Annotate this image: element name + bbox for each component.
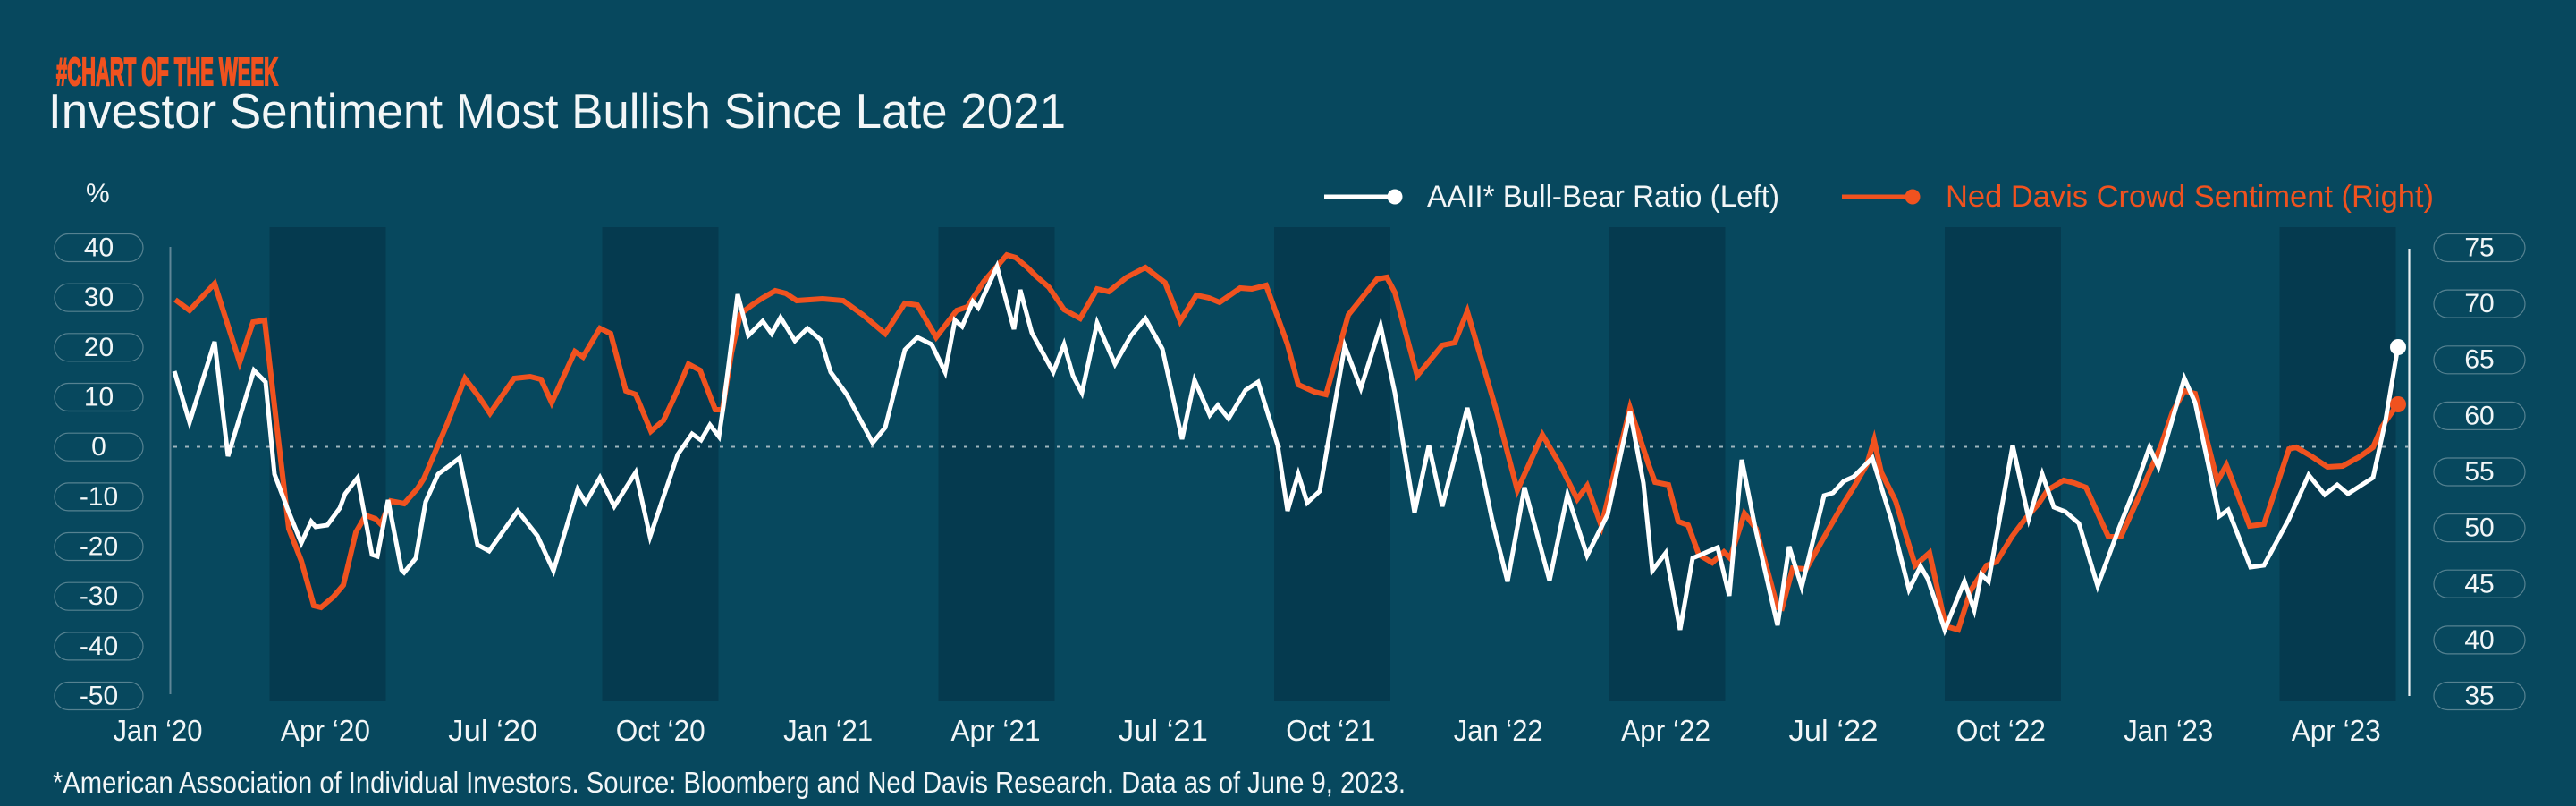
svg-text:Jan ‘22: Jan ‘22	[1454, 714, 1543, 747]
svg-text:Apr ‘21: Apr ‘21	[951, 714, 1041, 747]
svg-text:35: 35	[2464, 682, 2494, 711]
svg-text:20: 20	[84, 333, 114, 362]
svg-text:-50: -50	[80, 682, 118, 711]
svg-text:%: %	[86, 179, 110, 208]
svg-text:45: 45	[2464, 569, 2494, 598]
svg-text:Apr ‘22: Apr ‘22	[1621, 714, 1710, 747]
svg-text:60: 60	[2464, 401, 2494, 430]
svg-text:75: 75	[2464, 233, 2494, 263]
svg-text:Jan ‘23: Jan ‘23	[2124, 714, 2213, 747]
svg-text:-10: -10	[80, 482, 118, 512]
svg-text:-20: -20	[80, 532, 118, 562]
svg-text:Jul ‘20: Jul ‘20	[448, 714, 537, 747]
svg-text:-40: -40	[80, 632, 118, 661]
svg-text:#CHART OF THE WEEK: #CHART OF THE WEEK	[56, 51, 278, 94]
svg-text:30: 30	[84, 283, 114, 312]
svg-text:AAII* Bull-Bear Ratio (Left): AAII* Bull-Bear Ratio (Left)	[1427, 180, 1779, 214]
svg-text:Apr ‘20: Apr ‘20	[281, 714, 370, 747]
svg-text:Oct ‘22: Oct ‘22	[1956, 714, 2046, 747]
svg-text:Jul ‘22: Jul ‘22	[1789, 714, 1879, 747]
svg-text:Ned Davis Crowd Sentiment (Rig: Ned Davis Crowd Sentiment (Right)	[1946, 180, 2434, 214]
svg-text:Jul ‘21: Jul ‘21	[1119, 714, 1208, 747]
svg-text:0: 0	[91, 432, 106, 462]
svg-text:Jan ‘20: Jan ‘20	[114, 714, 203, 747]
svg-text:Investor Sentiment Most Bullis: Investor Sentiment Most Bullish Since La…	[48, 83, 1066, 139]
svg-text:10: 10	[84, 383, 114, 412]
svg-text:70: 70	[2464, 289, 2494, 318]
svg-text:-30: -30	[80, 581, 118, 611]
svg-text:40: 40	[84, 233, 114, 263]
svg-text:*American Association of Indiv: *American Association of Individual Inve…	[53, 766, 1406, 799]
svg-text:Apr ‘23: Apr ‘23	[2292, 714, 2381, 747]
svg-text:50: 50	[2464, 513, 2494, 543]
svg-text:Oct ‘21: Oct ‘21	[1286, 714, 1375, 747]
svg-text:40: 40	[2464, 625, 2494, 655]
svg-text:55: 55	[2464, 457, 2494, 487]
svg-text:Oct ‘20: Oct ‘20	[616, 714, 705, 747]
svg-text:Jan ‘21: Jan ‘21	[783, 714, 873, 747]
svg-text:65: 65	[2464, 345, 2494, 375]
